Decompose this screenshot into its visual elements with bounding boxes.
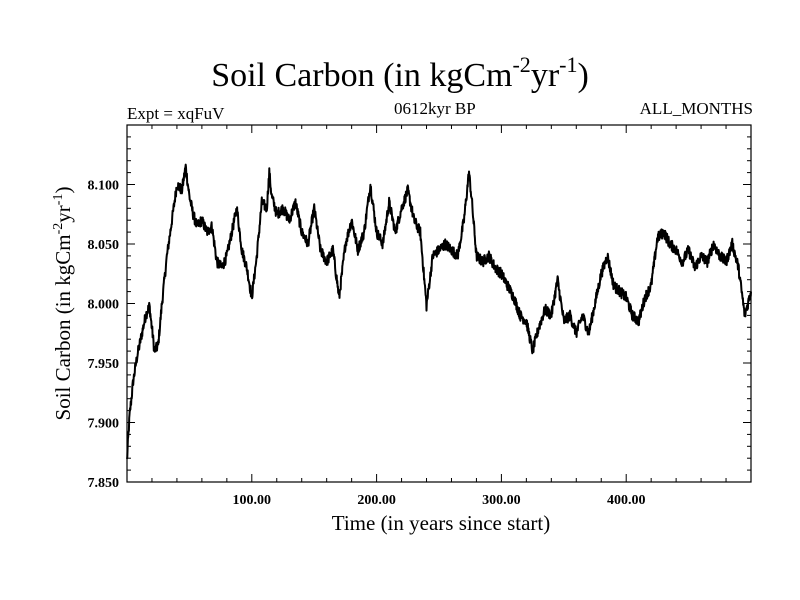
y-tick-label: 7.900 [88, 417, 120, 432]
x-tick-label: 400.00 [607, 493, 646, 508]
x-tick-label: 100.00 [233, 493, 272, 508]
y-tick-label: 7.950 [88, 357, 120, 372]
chart-title: Soil Carbon (in kgCm-2yr-1) [211, 52, 589, 95]
soil-carbon-series-line [126, 163, 752, 460]
y-axis-title: Soil Carbon (in kgCm-2yr-1) [51, 187, 75, 421]
experiment-label: Expt = xqFuV [127, 104, 225, 123]
months-label: ALL_MONTHS [639, 99, 753, 118]
x-tick-label: 300.00 [482, 493, 521, 508]
axis-ticks: 100.00 200.00 300.00 400.00 7.850 7.900 7.950 8… [88, 125, 751, 508]
y-tick-label: 8.100 [88, 179, 120, 194]
y-tick-label: 7.850 [88, 476, 120, 491]
period-label: 0612kyr BP [394, 99, 476, 118]
y-axis-title-group: Soil Carbon (in kgCm-2yr-1) [51, 187, 75, 421]
y-tick-label: 8.050 [88, 238, 120, 253]
x-axis-title: Time (in years since start) [332, 511, 551, 535]
plot-frame [126, 124, 752, 483]
y-tick-label: 8.000 [88, 298, 120, 313]
x-tick-label: 200.00 [357, 493, 396, 508]
